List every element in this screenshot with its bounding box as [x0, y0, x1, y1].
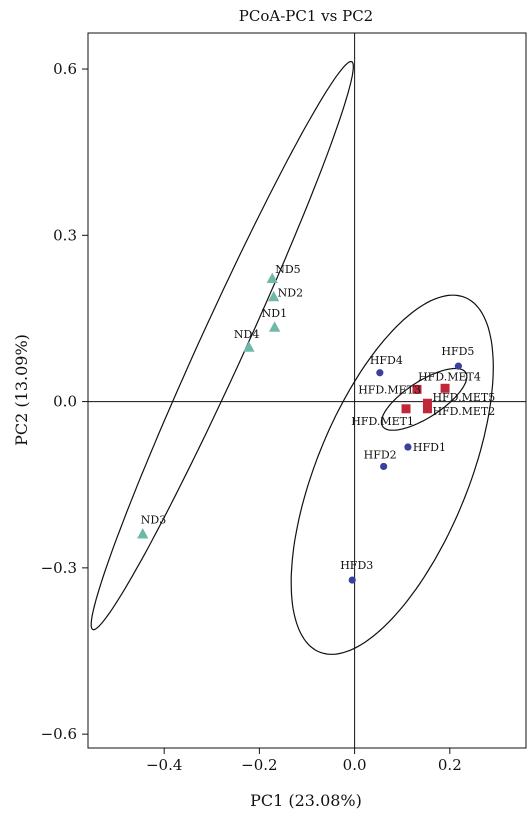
point-nd4 — [243, 341, 255, 352]
point-label-nd5: ND5 — [275, 263, 300, 276]
point-label-hfd-met5: HFD.MET5 — [432, 391, 495, 404]
y-tick-label: −0.3 — [41, 559, 77, 577]
point-hfd-met4 — [440, 383, 450, 393]
y-tick-label: −0.6 — [41, 725, 77, 743]
point-label-hfd-met2: HFD.MET2 — [432, 405, 495, 418]
point-hfd-met3 — [412, 384, 422, 394]
y-axis-label: PC2 (13.09%) — [12, 334, 31, 446]
zero-lines — [88, 33, 526, 748]
x-tick-label: 0.2 — [438, 756, 462, 774]
point-label-hfd4: HFD4 — [370, 354, 403, 367]
y-tick-label: 0.0 — [53, 393, 77, 411]
point-nd1 — [268, 321, 281, 332]
point-hfd4 — [376, 369, 384, 377]
x-tick-label: 0.0 — [343, 756, 367, 774]
point-nd3 — [137, 528, 149, 539]
point-hfd-met1 — [401, 404, 411, 414]
data-points — [137, 272, 462, 584]
confidence-ellipse-3 — [380, 367, 468, 431]
point-hfd5 — [454, 362, 462, 370]
point-hfd3 — [348, 576, 356, 584]
confidence-ellipse-1 — [90, 60, 354, 631]
point-label-hfd-met4: HFD.MET4 — [418, 370, 481, 383]
y-tick-label: 0.6 — [53, 60, 77, 78]
point-label-hfd3: HFD3 — [340, 559, 373, 572]
confidence-ellipse-2 — [290, 294, 494, 655]
point-hfd-met5 — [422, 398, 432, 408]
point-label-nd2: ND2 — [278, 286, 303, 299]
point-label-nd3: ND3 — [141, 514, 166, 527]
x-axis-label: PC1 (23.08%) — [250, 791, 362, 810]
point-label-hfd5: HFD5 — [441, 345, 474, 358]
point-hfd1 — [404, 443, 412, 451]
point-hfd-met2 — [422, 404, 432, 414]
x-axis-ticks: −0.4 −0.2 0.0 0.2 — [146, 748, 462, 774]
point-label-nd1: ND1 — [262, 307, 287, 320]
point-label-hfd2: HFD2 — [364, 448, 397, 461]
point-hfd2 — [380, 462, 388, 471]
x-tick-label: −0.4 — [146, 756, 182, 774]
confidence-ellipses — [90, 60, 494, 655]
x-tick-label: −0.2 — [241, 756, 277, 774]
y-axis-ticks: −0.6 −0.3 0.0 0.3 0.6 — [41, 60, 88, 743]
point-label-nd4: ND4 — [234, 328, 259, 341]
point-nd2 — [268, 290, 280, 302]
point-label-hfd-met3: HFD.MET3 — [358, 383, 421, 396]
point-label-hfd1: HFD1 — [413, 441, 446, 454]
plot-frame — [87, 32, 527, 749]
point-label-hfd-met1: HFD.MET1 — [351, 415, 414, 428]
point-nd5 — [266, 272, 278, 283]
chart-title: PCoA-PC1 vs PC2 — [239, 7, 373, 25]
y-tick-label: 0.3 — [53, 226, 77, 244]
